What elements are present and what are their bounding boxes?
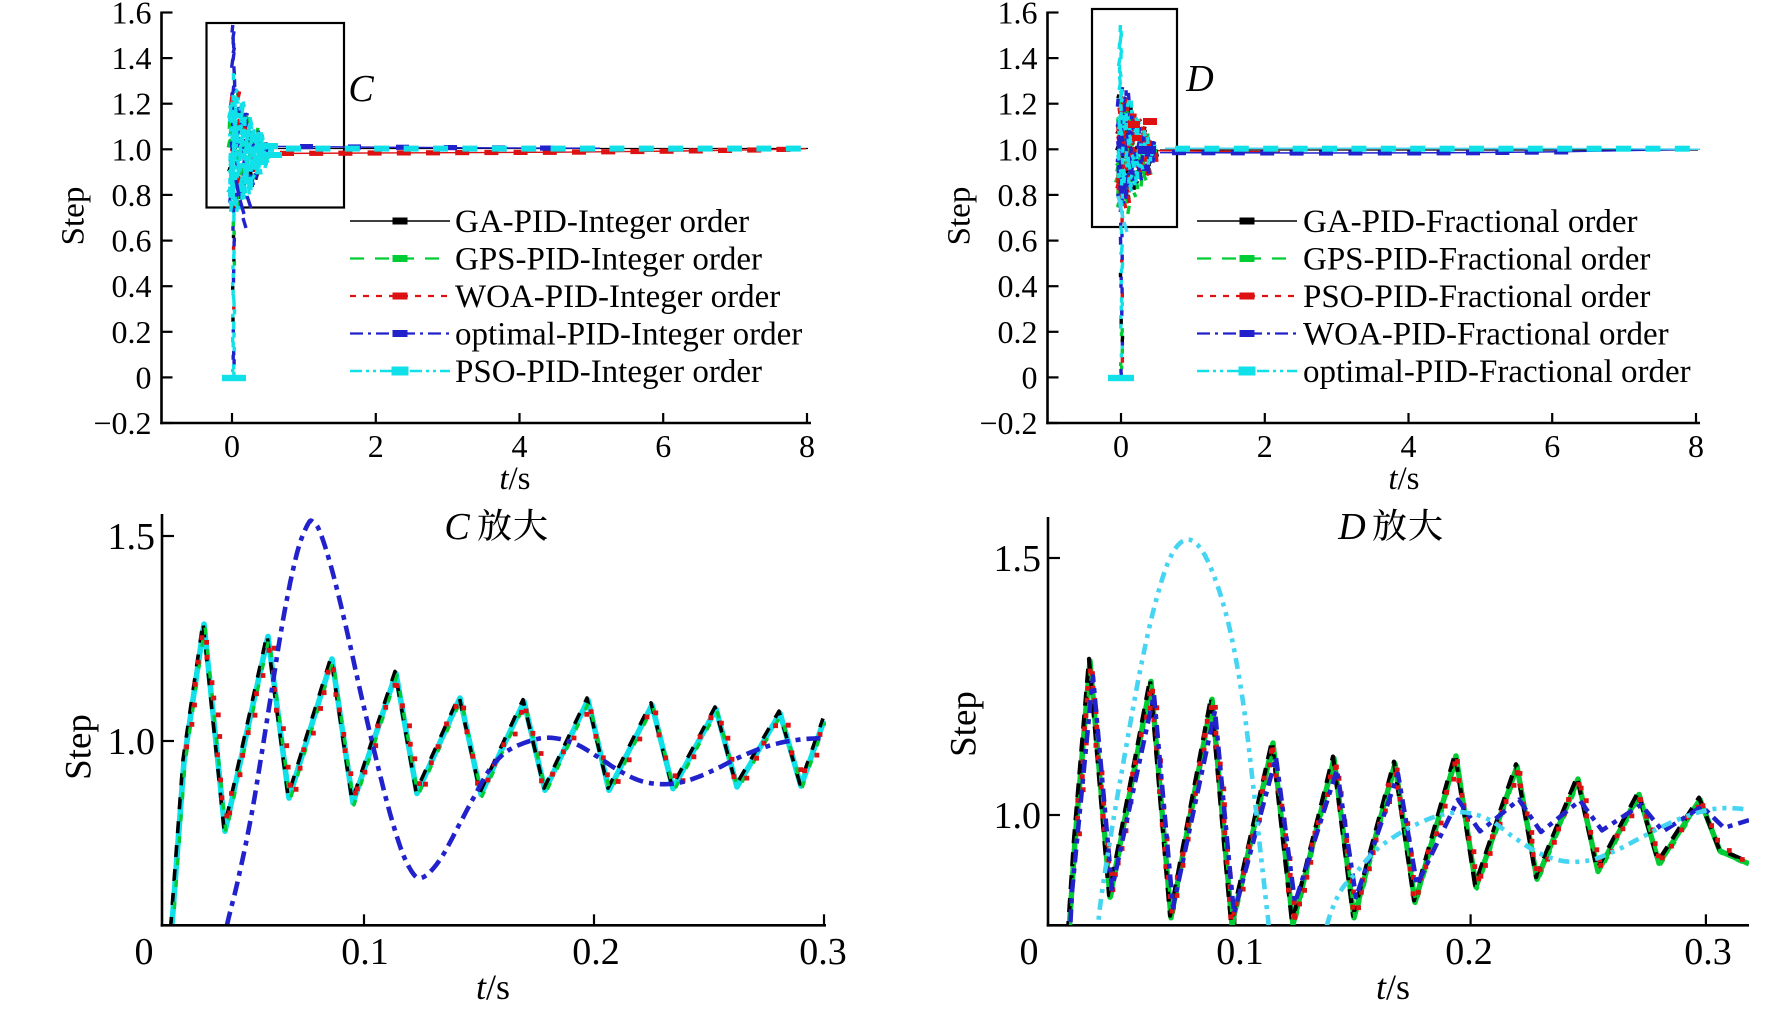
- svg-text:−0.2: −0.2: [979, 405, 1037, 441]
- svg-text:Step: Step: [59, 714, 100, 780]
- svg-text:0.3: 0.3: [799, 931, 847, 973]
- svg-text:1.6: 1.6: [998, 0, 1038, 31]
- svg-text:1.0: 1.0: [108, 721, 156, 763]
- svg-text:PSO-PID-Integer order: PSO-PID-Integer order: [455, 354, 762, 390]
- svg-text:0: 0: [1022, 359, 1038, 395]
- svg-text:1.0: 1.0: [998, 131, 1038, 167]
- svg-text:C: C: [444, 506, 470, 548]
- svg-text:1.2: 1.2: [998, 86, 1038, 122]
- svg-text:Step: Step: [55, 187, 91, 246]
- svg-text:0: 0: [1113, 428, 1129, 464]
- svg-text:4: 4: [512, 428, 528, 464]
- svg-text:WOA-PID-Integer order: WOA-PID-Integer order: [455, 279, 780, 315]
- svg-text:/s: /s: [509, 461, 531, 497]
- svg-text:0.8: 0.8: [112, 177, 152, 213]
- svg-text:0.8: 0.8: [998, 177, 1038, 213]
- svg-text:/s: /s: [1398, 461, 1420, 497]
- svg-text:WOA-PID-Fractional order: WOA-PID-Fractional order: [1303, 317, 1669, 353]
- svg-text:0.2: 0.2: [112, 314, 152, 350]
- svg-text:/s: /s: [486, 967, 510, 1005]
- svg-text:t: t: [476, 967, 487, 1005]
- svg-text:Step: Step: [941, 187, 977, 246]
- svg-text:0.4: 0.4: [998, 268, 1038, 304]
- svg-text:0.1: 0.1: [1216, 931, 1264, 973]
- svg-text:0.3: 0.3: [1684, 931, 1732, 973]
- svg-text:0.2: 0.2: [572, 931, 620, 973]
- svg-text:0: 0: [136, 359, 152, 395]
- svg-text:8: 8: [1688, 428, 1704, 464]
- svg-text:4: 4: [1401, 428, 1417, 464]
- svg-text:0: 0: [224, 428, 240, 464]
- svg-text:t: t: [499, 461, 509, 497]
- svg-text:8: 8: [799, 428, 815, 464]
- svg-text:1.5: 1.5: [108, 516, 156, 558]
- svg-text:−0.2: −0.2: [93, 405, 151, 441]
- svg-text:0.1: 0.1: [341, 931, 389, 973]
- svg-text:PSO-PID-Fractional order: PSO-PID-Fractional order: [1303, 279, 1650, 315]
- svg-text:GPS-PID-Fractional order: GPS-PID-Fractional order: [1303, 242, 1650, 278]
- svg-text:D: D: [1337, 506, 1365, 548]
- svg-text:1.0: 1.0: [112, 131, 152, 167]
- svg-text:1.6: 1.6: [112, 0, 152, 31]
- svg-text:t: t: [1388, 461, 1398, 497]
- svg-text:D: D: [1185, 58, 1213, 100]
- svg-text:C: C: [348, 68, 374, 110]
- svg-text:0.6: 0.6: [112, 223, 152, 259]
- svg-text:2: 2: [1257, 428, 1273, 464]
- svg-text:0: 0: [135, 931, 154, 973]
- svg-text:t: t: [1376, 967, 1387, 1005]
- svg-text:1.5: 1.5: [994, 538, 1042, 580]
- svg-text:0.2: 0.2: [1445, 931, 1493, 973]
- svg-text:Step: Step: [944, 691, 985, 757]
- svg-text:2: 2: [368, 428, 384, 464]
- svg-text:1.0: 1.0: [994, 795, 1042, 837]
- svg-text:GA-PID-Integer order: GA-PID-Integer order: [455, 204, 749, 240]
- svg-text:0.2: 0.2: [998, 314, 1038, 350]
- svg-text:1.4: 1.4: [112, 40, 152, 76]
- svg-text:1.2: 1.2: [112, 86, 152, 122]
- svg-text:GA-PID-Fractional order: GA-PID-Fractional order: [1303, 204, 1637, 240]
- svg-text:GPS-PID-Integer order: GPS-PID-Integer order: [455, 242, 762, 278]
- svg-text:0.6: 0.6: [998, 223, 1038, 259]
- svg-text:/s: /s: [1386, 967, 1410, 1005]
- svg-text:0: 0: [1020, 931, 1039, 973]
- svg-text:6: 6: [1544, 428, 1560, 464]
- svg-text:optimal-PID-Fractional order: optimal-PID-Fractional order: [1303, 354, 1691, 390]
- svg-text:1.4: 1.4: [998, 40, 1038, 76]
- svg-text:0.4: 0.4: [112, 268, 152, 304]
- svg-text:optimal-PID-Integer order: optimal-PID-Integer order: [455, 317, 802, 353]
- svg-text:6: 6: [655, 428, 671, 464]
